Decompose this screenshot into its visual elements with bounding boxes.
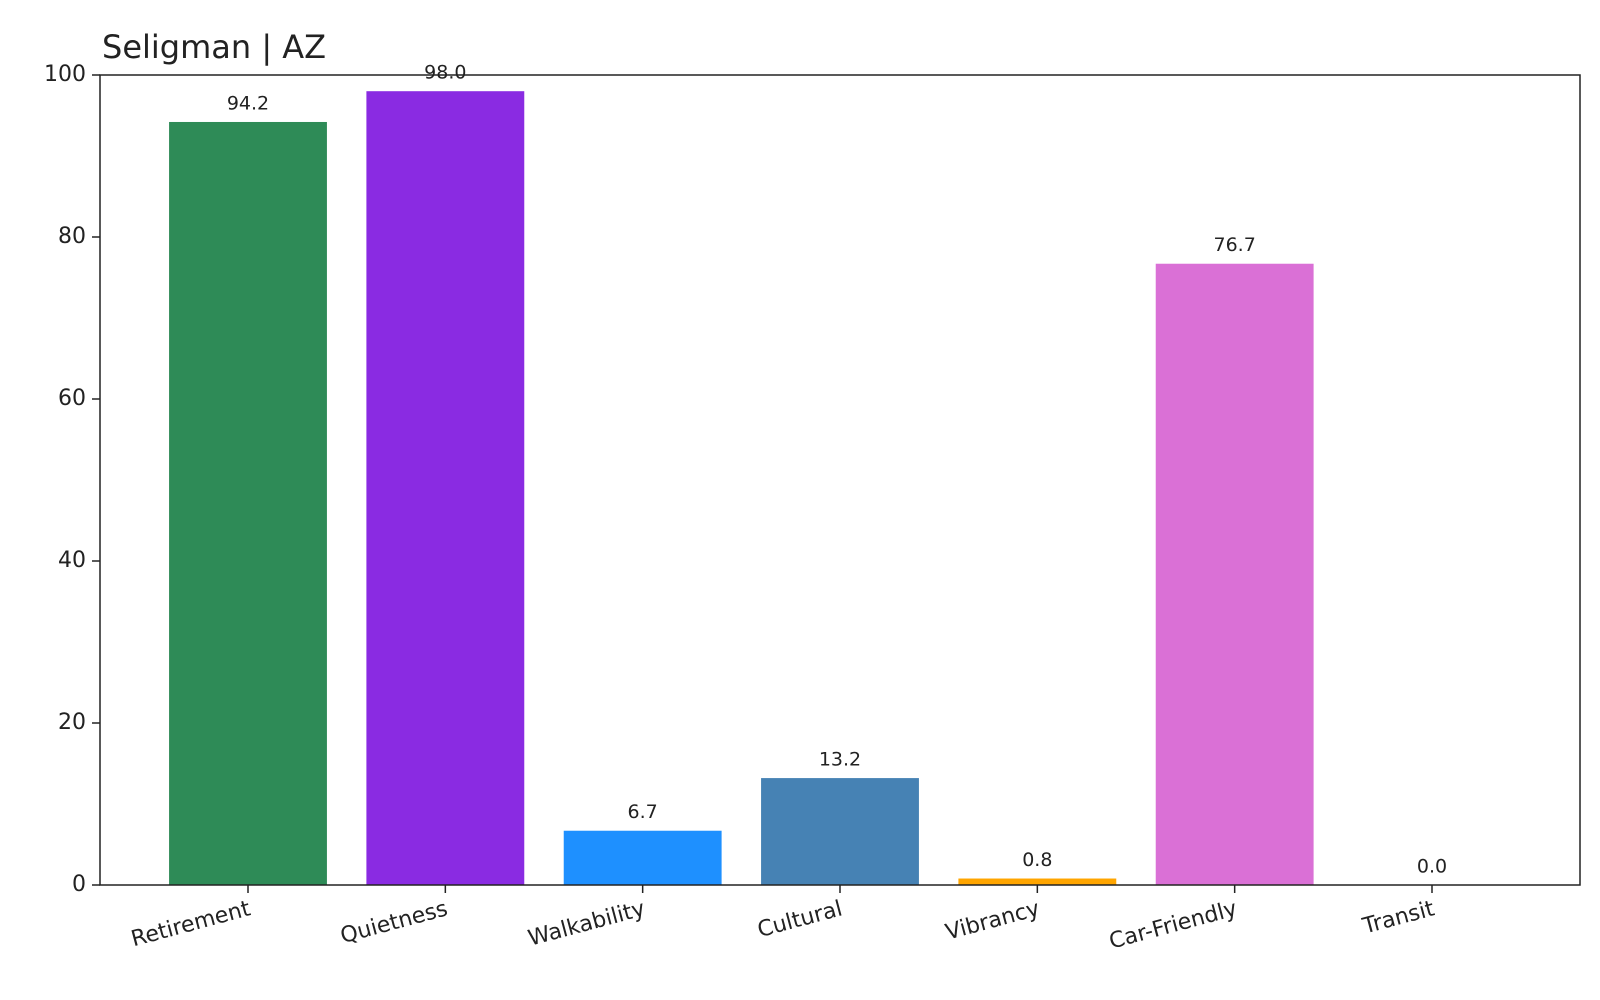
y-tick-label: 20 [58, 710, 86, 735]
value-label: 98.0 [424, 62, 466, 84]
plot-frame [99, 74, 1581, 886]
value-label: 94.2 [227, 92, 269, 114]
value-label: 0.0 [1417, 856, 1447, 878]
bar [366, 91, 525, 885]
x-tick-label: Quietness [338, 896, 451, 949]
x-tick-label: Retirement [129, 896, 254, 952]
y-tick-label: 80 [58, 224, 86, 249]
y-tick-label: 0 [72, 872, 86, 897]
bar [761, 778, 919, 885]
value-label: 76.7 [1214, 234, 1256, 256]
bar [169, 121, 327, 886]
x-tick-label: Vibrancy [943, 896, 1042, 945]
value-label: 6.7 [628, 801, 658, 823]
x-tick-label: Transit [1359, 896, 1437, 939]
x-tick-label: Car-Friendly [1107, 896, 1240, 954]
y-tick-label: 60 [58, 386, 86, 411]
x-tick-label: Walkability [526, 896, 648, 951]
bar [1155, 263, 1314, 886]
bar [563, 830, 722, 885]
value-label: 13.2 [819, 749, 861, 771]
y-tick-label: 40 [58, 548, 86, 573]
x-tick-label: Cultural [755, 896, 845, 943]
chart-title: Seligman | AZ [102, 28, 326, 66]
bar [958, 878, 1117, 885]
value-label: 0.8 [1022, 849, 1052, 871]
y-tick-label: 100 [44, 62, 86, 87]
